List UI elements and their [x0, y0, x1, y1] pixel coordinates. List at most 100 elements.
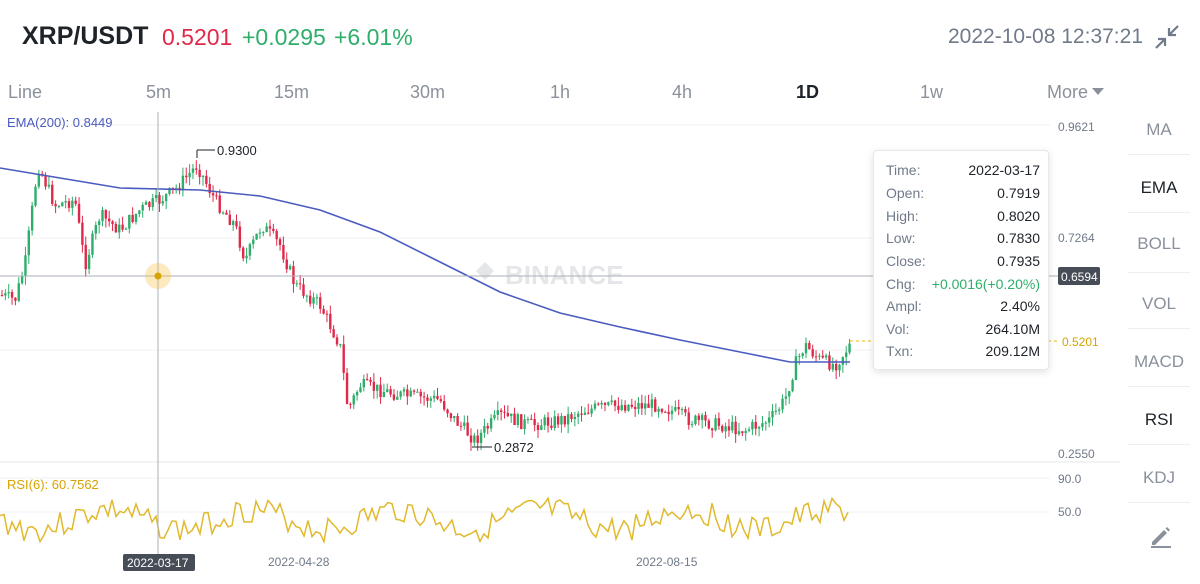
candle-body: [185, 175, 188, 178]
candle-body: [164, 193, 168, 202]
candle-body: [208, 183, 211, 194]
candle-body: [536, 425, 540, 430]
tab-1h[interactable]: 1h: [550, 82, 571, 102]
candle-body: [201, 175, 205, 178]
candle-body: [814, 356, 818, 358]
collapse-arrows-icon[interactable]: [1152, 22, 1182, 52]
candle-body: [4, 293, 7, 296]
candle-body: [543, 417, 546, 426]
candle-body: [469, 435, 473, 443]
candle-body: [389, 389, 392, 395]
candle-body: [556, 416, 560, 425]
candle-body: [248, 244, 252, 256]
chart-canvas[interactable]: BINANCE 0.9300 0.2872 EMA(200): 0.8449 R…: [0, 112, 1120, 584]
candle-body: [144, 201, 148, 205]
tab-15m[interactable]: 15m: [274, 82, 310, 102]
candle-body: [623, 405, 627, 411]
candle-body: [818, 355, 821, 357]
indicator-rsi[interactable]: RSI: [1144, 410, 1174, 429]
tab-line[interactable]: Line: [8, 82, 43, 102]
candle-body: [610, 400, 613, 403]
candle-body: [154, 195, 158, 199]
candle-body: [285, 259, 288, 270]
candle-body: [737, 431, 741, 435]
candle-body: [724, 426, 727, 432]
candle-body: [496, 410, 499, 415]
candle-body: [345, 372, 349, 404]
tab-more[interactable]: More: [1047, 82, 1105, 103]
candle-body: [778, 409, 781, 411]
indicator-ma[interactable]: MA: [1146, 120, 1172, 139]
candle-body: [583, 412, 587, 415]
candle-body: [808, 343, 811, 350]
watermark-text: BINANCE: [505, 260, 623, 290]
candle-body: [422, 396, 426, 398]
candle-body: [215, 195, 218, 197]
candle-body: [262, 232, 265, 234]
indicator-macd[interactable]: MACD: [1133, 352, 1185, 371]
candle-body: [392, 394, 396, 400]
indicator-kdj[interactable]: KDJ: [1142, 468, 1176, 487]
candle-body: [540, 425, 543, 430]
candle-body: [804, 343, 808, 354]
candle-body: [714, 418, 717, 431]
candle-body: [288, 266, 292, 270]
candle-body: [784, 396, 788, 399]
candle-body: [131, 214, 134, 222]
candle-body: [342, 344, 345, 373]
candle-body: [44, 175, 47, 187]
tooltip-row-amplitude: Ampl: 2.40%: [886, 298, 1040, 318]
candle-body: [617, 405, 620, 410]
tooltip-row-close: Close: 0.7935: [886, 253, 1040, 273]
candle-body: [667, 411, 670, 415]
tab-5m[interactable]: 5m: [146, 82, 172, 102]
candle-body: [436, 395, 439, 400]
candle-body: [506, 412, 510, 417]
candle-body: [821, 355, 824, 358]
indicator-ema[interactable]: EMA: [1140, 178, 1178, 197]
tab-1w[interactable]: 1w: [920, 82, 944, 102]
candle-body: [275, 231, 278, 240]
candle-body: [841, 356, 845, 365]
candle-body: [84, 244, 87, 270]
tab-30m[interactable]: 30m: [410, 82, 446, 102]
candle-body: [0, 295, 4, 296]
candle-body: [530, 418, 533, 420]
candle-body: [339, 344, 342, 346]
candle-body: [101, 209, 104, 222]
candle-body: [503, 411, 506, 413]
candle-body: [104, 209, 108, 219]
price-chart[interactable]: BINANCE 0.9300 0.2872 EMA(200): 0.8449 R…: [0, 112, 1120, 584]
candle-body: [734, 421, 737, 435]
candle-body: [57, 206, 61, 208]
tab-1d[interactable]: 1D: [796, 82, 820, 102]
indicator-boll[interactable]: BOLL: [1137, 234, 1181, 253]
candle-body: [369, 379, 372, 382]
candle-body: [309, 295, 312, 304]
candle-body: [690, 424, 694, 426]
tooltip-value: 264.10M: [985, 321, 1040, 337]
candle-body: [553, 416, 556, 428]
candle-body: [114, 223, 118, 233]
pencil-icon[interactable]: [1146, 522, 1174, 550]
divider: [1128, 272, 1190, 273]
candle-body: [794, 356, 798, 381]
tooltip-label: Chg:: [886, 276, 916, 292]
candle-body: [91, 233, 94, 255]
tab-4h[interactable]: 4h: [672, 82, 693, 102]
indicator-vol[interactable]: VOL: [1141, 294, 1177, 313]
candle-body: [566, 414, 570, 425]
pair-title[interactable]: XRP/USDT: [22, 22, 149, 50]
candle-body: [707, 420, 711, 429]
candle-body: [221, 212, 225, 214]
candle-body: [315, 297, 319, 299]
candle-body: [684, 409, 687, 413]
ohlc-tooltip: Time: 2022-03-17 Open: 0.7919 High: 0.8020 …: [873, 150, 1049, 370]
candle-body: [61, 202, 64, 207]
tooltip-value: 0.8020: [997, 208, 1040, 224]
candle-body: [399, 391, 402, 397]
crosshair-price-tag: [1058, 267, 1100, 285]
price-axis-label: 0.2550: [1058, 447, 1095, 461]
candle-body: [141, 204, 144, 211]
candle-body: [87, 254, 91, 270]
